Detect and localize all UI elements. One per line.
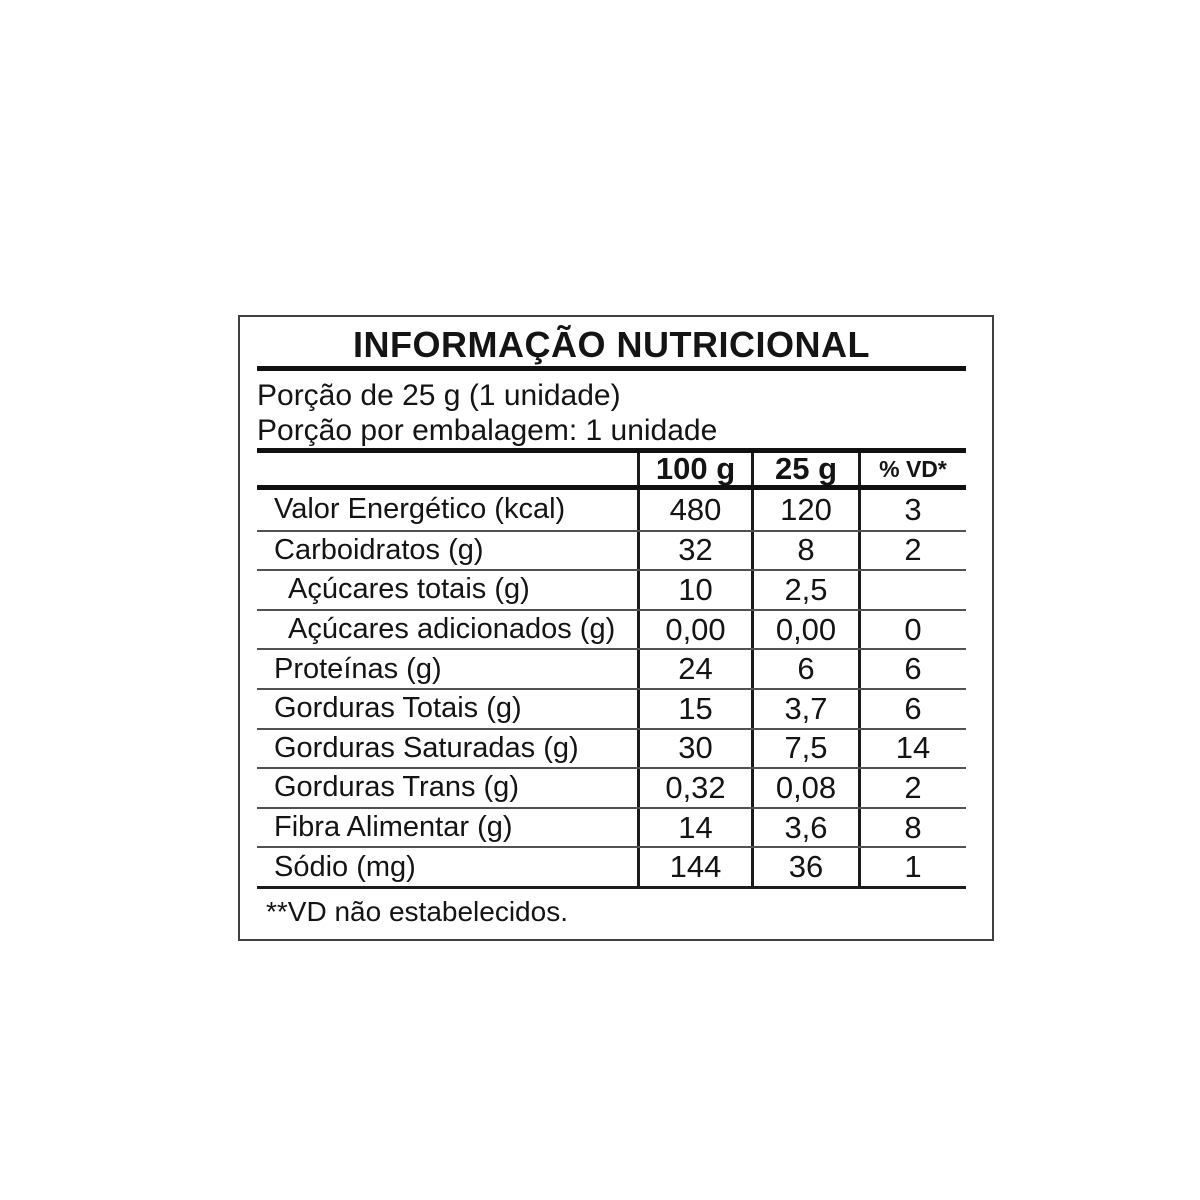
table-bottom-rule [257,885,966,889]
value-pct-vd: 2 [858,769,965,807]
table-row-carbs: Carboidratos (g) 32 8 2 [257,529,966,570]
value-pct-vd: 8 [858,808,965,847]
header-empty-cell [257,453,637,485]
value-25g: 3,7 [751,689,858,728]
row-label: Gorduras Saturadas (g) [274,731,579,764]
table-row-trans-fat: Gorduras Trans (g) 0,32 0,08 2 [257,767,966,807]
table-row-energy: Valor Energético (kcal) 480 120 3 [257,490,966,530]
value-100g: 0,32 [637,769,751,807]
value-pct-vd: 1 [858,848,965,886]
row-label: Gorduras Trans (g) [274,771,519,804]
row-label: Sódio (mg) [274,850,416,883]
value-25g: 6 [751,650,858,688]
value-25g: 3,6 [751,808,858,847]
value-pct-vd: 14 [858,729,965,768]
nutrition-table: 100 g 25 g % VD* Valor Energético (kcal)… [257,448,966,889]
row-label: Fibra Alimentar (g) [274,811,513,844]
value-100g: 10 [637,571,751,609]
value-pct-vd: 6 [858,689,965,728]
row-label: Proteínas (g) [274,652,442,685]
row-label: Carboidratos (g) [274,533,484,566]
value-25g: 120 [751,490,858,530]
value-pct-vd: 3 [858,490,965,530]
table-row-added-sugars: Açúcares adicionados (g) 0,00 0,00 0 [257,608,966,649]
value-25g: 0,00 [751,610,858,649]
table-row-saturated-fat: Gorduras Saturadas (g) 30 7,5 14 [257,727,966,768]
value-25g: 0,08 [751,769,858,807]
nutrition-label-panel: INFORMAÇÃO NUTRICIONAL Porção de 25 g (1… [238,315,994,941]
value-pct-vd: 6 [858,650,965,688]
row-label: Açúcares totais (g) [288,573,530,606]
value-100g: 24 [637,650,751,688]
header-25g: 25 g [751,453,858,485]
value-pct-vd [858,571,965,609]
value-100g: 0,00 [637,610,751,649]
value-100g: 15 [637,689,751,728]
value-pct-vd: 2 [858,531,965,570]
value-25g: 8 [751,531,858,570]
vd-footnote: **VD não estabelecidos. [266,895,568,927]
header-100g: 100 g [637,453,751,485]
table-header-row: 100 g 25 g % VD* [257,448,966,490]
serving-info: Porção de 25 g (1 unidade) Porção por em… [257,371,966,448]
row-label: Gorduras Totais (g) [274,692,522,725]
value-100g: 144 [637,848,751,886]
value-100g: 480 [637,490,751,530]
table-row-total-fat: Gorduras Totais (g) 15 3,7 6 [257,687,966,728]
row-label: Valor Energético (kcal) [274,493,566,526]
table-row-total-sugars: Açúcares totais (g) 10 2,5 [257,569,966,609]
panel-title: INFORMAÇÃO NUTRICIONAL [353,324,870,365]
value-25g: 7,5 [751,729,858,768]
title-divider [257,366,966,371]
value-25g: 2,5 [751,571,858,609]
table-row-protein: Proteínas (g) 24 6 6 [257,648,966,688]
value-100g: 32 [637,531,751,570]
table-row-fiber: Fibra Alimentar (g) 14 3,6 8 [257,806,966,847]
value-100g: 30 [637,729,751,768]
table-row-sodium: Sódio (mg) 144 36 1 [257,846,966,886]
header-pct-vd: % VD* [858,453,965,485]
serving-size-line: Porção de 25 g (1 unidade) [257,379,621,412]
value-pct-vd: 0 [858,610,965,649]
value-25g: 36 [751,848,858,886]
servings-per-package-line: Porção por embalagem: 1 unidade [257,414,718,447]
row-label: Açúcares adicionados (g) [288,613,616,646]
value-100g: 14 [637,808,751,847]
